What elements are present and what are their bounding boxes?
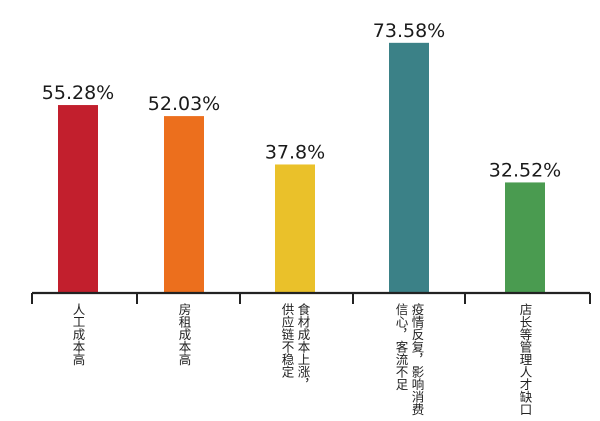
category-label: 供应链不稳定 xyxy=(280,303,295,379)
bar xyxy=(389,42,429,293)
category-label: 信心，客流不足 xyxy=(394,303,409,391)
category-label: 房租成本高 xyxy=(177,302,192,366)
bar-value-label: 37.8% xyxy=(265,141,325,163)
bars-group xyxy=(58,42,545,294)
bar-value-label: 73.58% xyxy=(373,20,445,42)
bar xyxy=(164,116,204,294)
bar-value-label: 55.28% xyxy=(42,82,114,104)
bar xyxy=(275,164,315,293)
category-label: 食材成本上涨， xyxy=(296,302,311,391)
bar-value-label: 52.03% xyxy=(148,93,220,115)
x-axis xyxy=(31,291,591,304)
category-label: 人工成本高 xyxy=(71,303,86,366)
bar xyxy=(58,105,98,293)
category-label: 店长等管理人才缺口 xyxy=(518,303,533,416)
value-labels-group: 55.28% 52.03% 37.8% 73.58% 32.52% xyxy=(42,20,561,182)
bar-value-label: 32.52% xyxy=(489,159,561,181)
bar xyxy=(505,182,545,293)
category-label: 疫情反复，影响消费 xyxy=(410,302,425,416)
